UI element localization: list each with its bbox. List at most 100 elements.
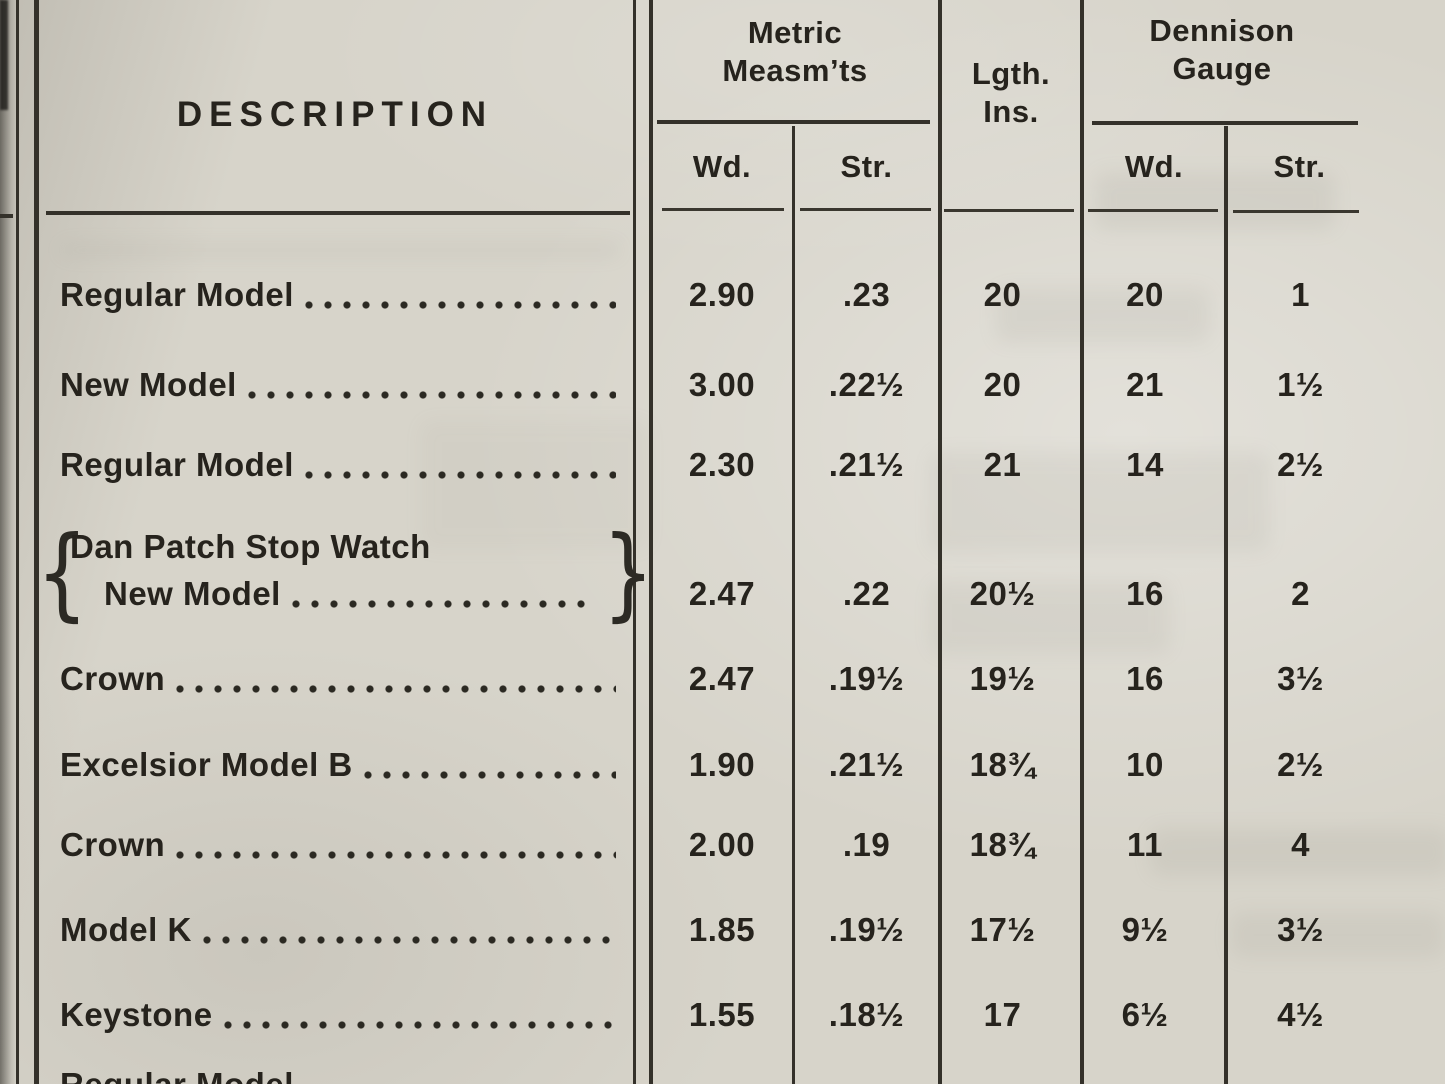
page-edge-shadow (0, 0, 16, 1084)
dennison-wd-value: 20 (1126, 276, 1164, 313)
bleed-through-ghost (1150, 828, 1445, 876)
bleed-through-ghost (930, 582, 1170, 654)
table-row: Keystone (60, 998, 620, 1031)
metric-wd-value: 2.30 (688, 446, 756, 483)
dennison-str-value: 2½ (1277, 746, 1324, 783)
row-description: Excelsior Model B (60, 746, 353, 783)
metric-wd-value: 1.85 (688, 911, 756, 948)
dennison-str-value: 2 (1291, 575, 1310, 612)
length-value: 17½ (969, 911, 1036, 948)
dennison-str-value: 1 (1291, 276, 1310, 313)
dotted-leader (220, 1021, 616, 1030)
bleed-through-ghost (930, 452, 1270, 552)
dennison-group-header-line1: Dennison (1149, 13, 1295, 48)
metric-str-value: .22½ (828, 366, 905, 403)
table-row-partial: Regular Model (60, 1068, 620, 1084)
description-column-header: DESCRIPTION (176, 95, 494, 134)
metric-wd-value: 2.90 (688, 276, 756, 313)
row-description: Keystone (60, 996, 213, 1033)
metric-column-right-border (938, 0, 942, 1084)
row-description-line1: Dan Patch Stop Watch (70, 528, 431, 565)
dotted-leader (301, 301, 616, 310)
length-value: 19½ (969, 660, 1036, 697)
dennison-wd-value: 21 (1126, 366, 1164, 403)
table-row: Regular Model (60, 448, 620, 481)
dennison-group-header-line2: Gauge (1172, 51, 1272, 86)
metric-str-value: .19½ (828, 660, 905, 697)
dotted-leader (288, 600, 594, 609)
table-row: Dan Patch Stop Watch (70, 530, 610, 563)
dennison-str-subheader: Str. (1273, 149, 1326, 184)
dennison-str-value: 2½ (1277, 446, 1324, 483)
row-description: New Model (60, 366, 237, 403)
dennison-wd-value: 11 (1127, 826, 1163, 863)
dennison-group-underline (1092, 121, 1358, 125)
table-border-left-inner (34, 0, 39, 1084)
table-row: New Model (60, 368, 620, 401)
length-column-right-border (1080, 0, 1084, 1084)
row-description: Regular Model (60, 276, 294, 313)
metric-str-value: .18½ (828, 996, 905, 1033)
row-description: Regular Model (60, 1068, 294, 1084)
metric-wd-value: 3.00 (688, 366, 756, 403)
table-row: New Model (104, 577, 598, 610)
bleed-through-ghost (1230, 912, 1445, 958)
metric-group-header-line2: Measm’ts (722, 53, 868, 88)
dennison-wd-header-rule (1088, 209, 1218, 212)
description-underline (46, 211, 630, 215)
length-value: 17 (983, 996, 1022, 1033)
dennison-str-header-rule (1233, 210, 1359, 213)
left-brace-glyph: { (36, 514, 89, 632)
dennison-str-value: 3½ (1277, 911, 1324, 948)
metric-str-value: .19 (842, 826, 891, 863)
metric-sub-divider (792, 126, 795, 1084)
table-row: Crown (60, 828, 620, 861)
length-value: 20½ (969, 575, 1036, 612)
metric-wd-header-rule (662, 208, 784, 211)
metric-wd-value: 1.90 (688, 746, 756, 783)
length-value: 18¾ (969, 826, 1036, 863)
metric-wd-subheader: Wd. (692, 149, 752, 184)
length-value: 20 (983, 276, 1022, 313)
dennison-wd-value: 9½ (1121, 911, 1169, 948)
metric-wd-value: 2.00 (688, 826, 756, 863)
row-description: Crown (60, 660, 166, 697)
right-brace-glyph: } (602, 514, 655, 632)
bleed-through-ghost (60, 243, 620, 257)
length-value: 20 (983, 366, 1022, 403)
bleed-through-ghost (420, 420, 650, 550)
dennison-wd-value: 14 (1126, 446, 1164, 483)
metric-wd-value: 1.55 (688, 996, 756, 1033)
length-header-line1: Lgth. (971, 56, 1051, 91)
page-edge-dark-bar (0, 0, 8, 110)
metric-str-value: .21½ (828, 446, 905, 483)
metric-str-value: .21½ (828, 746, 905, 783)
metric-str-value: .19½ (828, 911, 905, 948)
metric-wd-value: 2.47 (688, 575, 756, 612)
table-row: Crown (60, 662, 620, 695)
description-column-border-inner (649, 0, 653, 1084)
metric-str-value: .23 (842, 276, 891, 313)
row-description: Regular Model (60, 446, 294, 483)
length-header-rule (944, 209, 1074, 212)
length-value: 18¾ (969, 746, 1036, 783)
bleed-through-ghost (995, 288, 1210, 343)
metric-group-underline (657, 120, 930, 124)
table-row: Model K (60, 913, 620, 946)
length-value: 21 (983, 446, 1022, 483)
dennison-str-value: 1½ (1277, 366, 1324, 403)
dotted-leader (244, 391, 616, 400)
dotted-leader (360, 771, 616, 780)
dotted-leader (173, 685, 616, 694)
table-row: Excelsior Model B (60, 748, 620, 781)
dennison-wd-value: 16 (1126, 660, 1164, 697)
dennison-wd-value: 6½ (1121, 996, 1169, 1033)
dennison-str-value: 4½ (1277, 996, 1324, 1033)
dennison-wd-subheader: Wd. (1124, 149, 1184, 184)
metric-str-value: .22 (842, 575, 891, 612)
dotted-leader (199, 936, 616, 945)
row-description-line2: New Model (104, 575, 281, 612)
dennison-str-value: 4 (1291, 826, 1310, 863)
metric-str-header-rule (800, 208, 931, 211)
